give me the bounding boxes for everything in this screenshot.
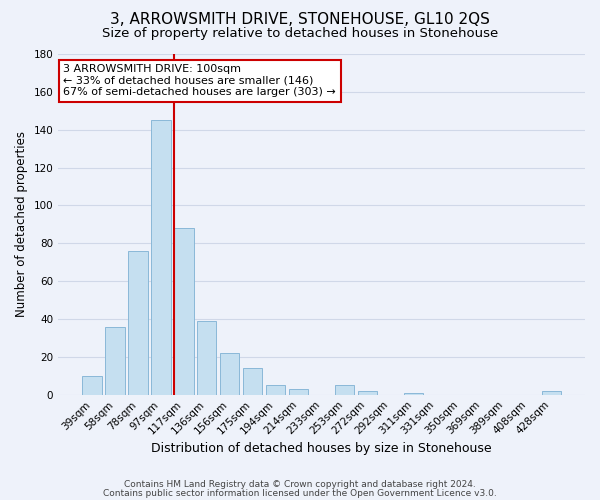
Bar	[151, 120, 170, 394]
X-axis label: Distribution of detached houses by size in Stonehouse: Distribution of detached houses by size …	[151, 442, 492, 455]
Text: Size of property relative to detached houses in Stonehouse: Size of property relative to detached ho…	[102, 28, 498, 40]
Bar	[220, 353, 239, 395]
Text: Contains HM Land Registry data © Crown copyright and database right 2024.: Contains HM Land Registry data © Crown c…	[124, 480, 476, 489]
Bar	[197, 321, 217, 394]
Bar	[404, 393, 423, 394]
Text: 3 ARROWSMITH DRIVE: 100sqm
← 33% of detached houses are smaller (146)
67% of sem: 3 ARROWSMITH DRIVE: 100sqm ← 33% of deta…	[64, 64, 336, 98]
Bar	[128, 251, 148, 394]
Bar	[542, 391, 561, 394]
Bar	[105, 326, 125, 394]
Text: Contains public sector information licensed under the Open Government Licence v3: Contains public sector information licen…	[103, 488, 497, 498]
Bar	[174, 228, 194, 394]
Bar	[335, 386, 355, 394]
Y-axis label: Number of detached properties: Number of detached properties	[15, 132, 28, 318]
Text: 3, ARROWSMITH DRIVE, STONEHOUSE, GL10 2QS: 3, ARROWSMITH DRIVE, STONEHOUSE, GL10 2Q…	[110, 12, 490, 28]
Bar	[266, 386, 286, 394]
Bar	[358, 391, 377, 394]
Bar	[82, 376, 101, 394]
Bar	[289, 389, 308, 394]
Bar	[243, 368, 262, 394]
